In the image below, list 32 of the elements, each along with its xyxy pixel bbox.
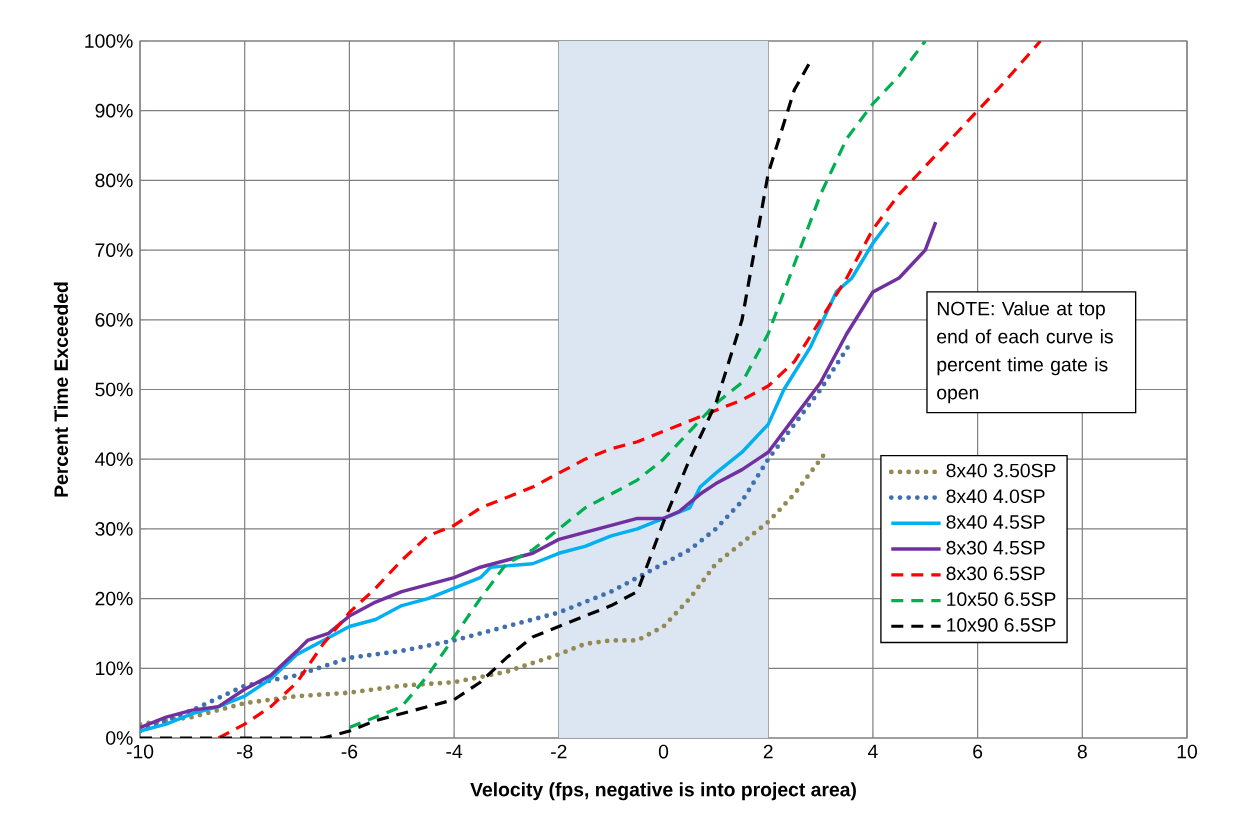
y-tick-label: 20%: [95, 591, 133, 606]
x-tick-label: 2: [763, 744, 773, 759]
x-tick-label: 8: [1077, 744, 1087, 759]
y-tick-label: 30%: [95, 522, 133, 536]
y-tick-label: 60%: [95, 312, 133, 327]
x-tick-label: -8: [236, 744, 253, 759]
legend-label: 8x30 6.5SP: [946, 566, 1045, 581]
x-tick-label: -10: [126, 744, 154, 759]
y-tick-label: 100%: [85, 34, 133, 48]
y-tick-label: 50%: [95, 382, 133, 397]
y-tick-label: 70%: [95, 243, 133, 257]
y-axis-title: Percent Time Exceeded: [53, 282, 69, 497]
x-tick-label: 6: [973, 744, 983, 759]
y-tick-label: 80%: [95, 173, 133, 188]
legend-label: 8x30 4.5SP: [946, 540, 1045, 555]
annotation: NOTE: Value at top end of each curve is percent time gate is open: [937, 301, 1113, 404]
legend-label: 8x40 4.5SP: [946, 515, 1045, 529]
x-tick-label: 4: [867, 744, 878, 759]
x-tick-label: -4: [446, 744, 463, 759]
y-tick-label: 10%: [96, 661, 133, 676]
y-tick-label: 0%: [106, 731, 133, 745]
y-tick-label: 90%: [95, 103, 133, 118]
x-tick-label: 10: [1177, 744, 1198, 759]
x-tick-label: -6: [341, 744, 358, 759]
x-tick-label: -2: [551, 744, 567, 759]
legend-label: 8x40 4.0SP: [946, 489, 1045, 504]
x-axis-title: Velocity (fps, negative is into project area): [470, 782, 856, 801]
legend-label: 10x50 6.5SP: [947, 592, 1056, 607]
x-tick-label: 0: [658, 744, 669, 759]
legend-label: 8x40 3.50SP: [946, 463, 1056, 478]
legend-label: 10x90 6.5SP: [947, 618, 1056, 632]
y-tick-label: 40%: [95, 452, 133, 467]
